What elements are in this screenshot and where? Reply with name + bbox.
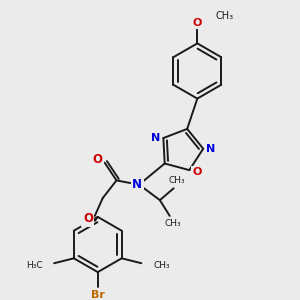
Text: Br: Br bbox=[91, 290, 105, 300]
Text: CH₃: CH₃ bbox=[164, 219, 181, 228]
Text: O: O bbox=[93, 153, 103, 166]
Text: CH₃: CH₃ bbox=[168, 176, 185, 185]
Text: O: O bbox=[193, 18, 202, 28]
Text: N: N bbox=[151, 133, 160, 143]
Text: CH₃: CH₃ bbox=[215, 11, 233, 21]
Text: H₃C: H₃C bbox=[26, 261, 42, 270]
Text: N: N bbox=[132, 178, 142, 191]
Text: O: O bbox=[83, 212, 93, 225]
Text: CH₃: CH₃ bbox=[153, 261, 170, 270]
Text: N: N bbox=[206, 144, 216, 154]
Text: O: O bbox=[193, 167, 202, 177]
